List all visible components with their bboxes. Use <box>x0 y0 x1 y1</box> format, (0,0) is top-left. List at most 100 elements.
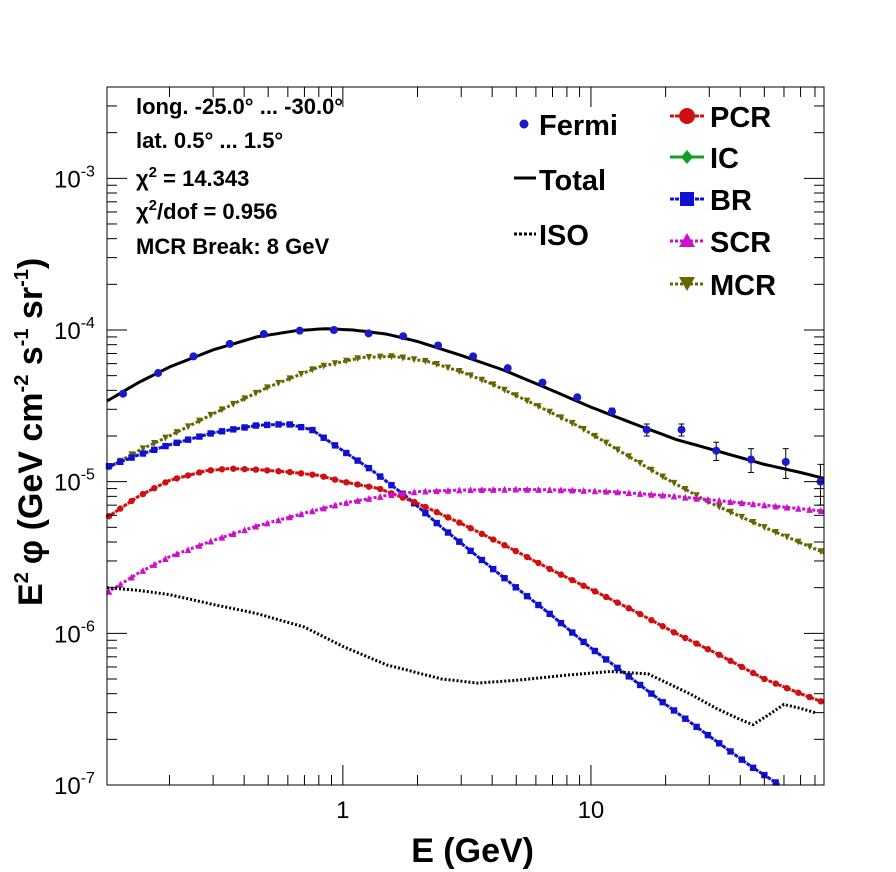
series-pcr-marker <box>670 629 678 636</box>
series-mcr-marker <box>580 426 587 433</box>
series-mcr-line <box>106 354 825 555</box>
legend-ic-label: IC <box>710 143 739 175</box>
series-scr-marker <box>184 546 192 553</box>
series-mcr-marker <box>433 361 440 368</box>
series-iso-line <box>106 586 816 727</box>
series-mcr-marker <box>343 357 350 365</box>
fermi-point <box>469 352 478 361</box>
series-scr-marker <box>275 516 282 524</box>
series-mcr-marker <box>309 366 316 374</box>
series-scr-line <box>106 487 825 595</box>
series-pcr-marker <box>309 471 316 478</box>
series-br-marker <box>275 421 282 428</box>
series-pcr-marker <box>139 490 147 498</box>
series-mcr-marker <box>569 419 576 427</box>
series-pcr-marker <box>580 582 587 589</box>
series-pcr-marker <box>523 553 531 561</box>
fermi-point-marker <box>781 457 790 466</box>
series-scr-marker <box>535 485 542 493</box>
series-mcr-marker <box>591 432 599 440</box>
series-br-marker <box>252 422 260 429</box>
fermi-point <box>712 441 721 461</box>
fermi-point <box>747 448 756 473</box>
series-scr-marker <box>512 485 519 493</box>
series-mcr-marker <box>603 439 610 447</box>
series-br-marker <box>365 464 373 472</box>
series-scr-marker <box>139 566 147 574</box>
series-mcr-marker <box>252 389 260 397</box>
series-mcr-marker <box>354 355 361 363</box>
series-pcr-marker <box>297 470 305 477</box>
series-mcr-marker <box>501 386 508 394</box>
series-br-marker <box>727 748 734 755</box>
series-br-marker <box>716 740 723 747</box>
fermi-point <box>225 339 234 348</box>
series-scr-marker <box>230 530 237 537</box>
series-scr-marker <box>388 491 395 499</box>
series-mcr-marker <box>670 479 678 487</box>
series-br-marker <box>388 481 395 489</box>
series-mcr-marker <box>184 423 192 431</box>
series-scr-marker <box>377 492 384 500</box>
series-mcr-marker <box>512 392 519 400</box>
series-scr-marker <box>727 498 734 506</box>
series-scr-marker <box>625 489 632 497</box>
series-scr-marker <box>636 490 644 497</box>
series-scr-marker <box>128 573 135 581</box>
legend-scr: SCR <box>670 227 771 259</box>
series-scr-marker <box>478 486 486 493</box>
series-pcr-marker <box>377 485 384 493</box>
fermi-point <box>677 423 686 437</box>
fermi-point <box>154 369 163 378</box>
series-br-marker <box>297 423 305 431</box>
series-br-marker <box>377 473 384 480</box>
series-mcr-marker <box>139 445 147 453</box>
series-br-marker <box>636 681 644 689</box>
fermi-point-marker <box>747 455 756 464</box>
series-mcr-marker <box>286 375 293 383</box>
series-scr-marker <box>207 537 214 545</box>
series-mcr-marker <box>297 370 305 378</box>
series-scr-marker <box>286 513 293 521</box>
legend-pcr-label: PCR <box>710 102 771 134</box>
tick-layer: 1 10 10-7 10-6 10-5 10-4 10-3 <box>54 86 824 824</box>
series-mcr-marker <box>399 354 406 362</box>
legend-mcr: MCR <box>670 270 776 302</box>
series-mcr-marker <box>806 543 813 551</box>
series-pcr-marker <box>501 541 508 549</box>
series-scr-marker <box>196 541 203 549</box>
fermi-point <box>642 423 651 437</box>
series-mcr-marker <box>377 353 384 361</box>
fermi-point-marker <box>259 330 268 339</box>
series-br-marker <box>343 449 350 457</box>
series-br-marker <box>580 638 587 646</box>
series-br-marker <box>467 547 474 555</box>
series-mcr-marker <box>523 397 531 405</box>
fermi-point-marker <box>154 369 163 378</box>
info-line-2: lat. 0.5° ... 1.5° <box>136 128 283 153</box>
series-scr-marker <box>693 494 700 502</box>
series-pcr-marker <box>275 468 282 475</box>
series-br-marker <box>772 779 779 786</box>
series-scr-marker <box>264 519 271 527</box>
series-br-marker <box>218 428 226 435</box>
series-pcr-marker <box>625 605 632 612</box>
series-pcr <box>105 465 825 705</box>
series-mcr-marker <box>456 368 463 375</box>
series-br-marker <box>546 610 553 618</box>
series-br-marker <box>625 673 632 680</box>
series-layer <box>105 327 825 787</box>
series-br <box>105 421 781 787</box>
series-scr-marker <box>320 504 327 512</box>
series-pcr-marker <box>704 645 712 653</box>
series-pcr-marker <box>738 663 745 671</box>
series-scr <box>105 485 825 595</box>
series-pcr-marker <box>218 466 226 473</box>
series-pcr-marker <box>512 547 519 555</box>
series-scr-marker <box>795 504 802 512</box>
fermi-point-marker <box>538 378 547 387</box>
fermi-point <box>259 330 268 339</box>
series-scr-marker <box>331 501 339 509</box>
y-tick-label: 10-4 <box>54 315 95 345</box>
fermi-point-marker <box>329 325 338 334</box>
